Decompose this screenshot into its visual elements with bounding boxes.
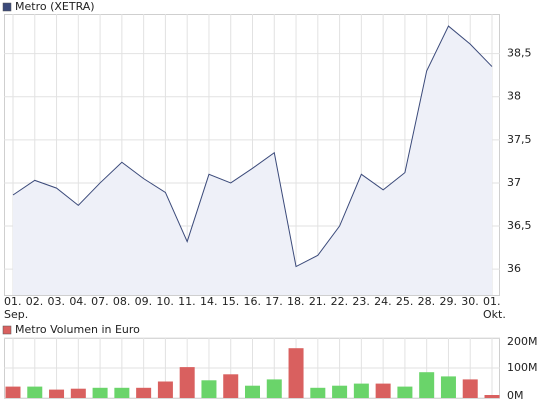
y-tick-label: 37	[507, 176, 521, 189]
legend-label: Metro Volumen in Euro	[15, 323, 140, 336]
x-tick-label: 24.	[374, 295, 392, 308]
volume-bar	[332, 385, 348, 398]
volume-bar	[179, 367, 195, 398]
x-tick-label: 16.	[244, 295, 262, 308]
volume-bar	[310, 387, 326, 398]
x-tick-label: 25.	[396, 295, 414, 308]
y-tick-label: 36	[507, 262, 521, 275]
volume-bar	[27, 386, 43, 398]
x-tick-label: 04.	[69, 295, 87, 308]
x-tick-label: 09.	[135, 295, 153, 308]
x-tick-label: 10.	[156, 295, 174, 308]
x-tick-label: 15.	[222, 295, 240, 308]
y-tick-label: 0M	[507, 389, 524, 402]
x-tick-sublabel: Okt.	[483, 308, 506, 321]
volume-bar	[440, 376, 456, 398]
x-tick-label: 17.	[265, 295, 283, 308]
y-tick-label: 36,5	[507, 219, 532, 232]
area-fill	[13, 26, 492, 296]
x-tick-label: 08.	[113, 295, 131, 308]
y-tick-label: 100M	[507, 361, 538, 374]
volume-bar	[245, 385, 260, 398]
volume-bar	[484, 395, 500, 398]
x-tick-label: 01.	[4, 295, 22, 308]
volume-bar	[201, 380, 217, 398]
x-tick-label: 14.	[200, 295, 218, 308]
x-tick-label: 03.	[48, 295, 66, 308]
x-tick-label: 11.	[178, 295, 196, 308]
volume-bar	[397, 386, 413, 398]
volume-bar	[157, 381, 173, 398]
x-tick-label: 07.	[91, 295, 109, 308]
x-tick-label: 22.	[331, 295, 349, 308]
volume-bar	[136, 387, 152, 398]
volume-bar	[462, 379, 478, 398]
volume-bar	[375, 383, 391, 398]
legend-label: Metro (XETRA)	[15, 0, 95, 13]
x-tick-sublabel: Sep.	[4, 308, 28, 321]
x-tick-label: 23.	[352, 295, 370, 308]
y-tick-label: 200M	[507, 335, 538, 348]
volume-bar	[5, 386, 21, 398]
volume-bar	[419, 372, 435, 398]
x-tick-label: 18.	[287, 295, 305, 308]
volume-bar	[92, 387, 108, 398]
x-tick-label: 02.	[26, 295, 44, 308]
y-tick-label: 38	[507, 90, 521, 103]
x-tick-label: 21.	[309, 295, 327, 308]
volume-bar	[49, 389, 65, 398]
x-tick-label: 28.	[418, 295, 436, 308]
y-tick-label: 38,5	[507, 47, 532, 60]
price-line	[12, 25, 493, 268]
volume-bar	[114, 387, 130, 398]
volume-bar	[223, 374, 239, 398]
x-tick-label: 01.	[483, 295, 501, 308]
volume-bar	[70, 388, 86, 398]
volume-bar	[266, 379, 282, 398]
legend-swatch	[2, 325, 12, 335]
x-tick-label: 30.	[461, 295, 479, 308]
legend-swatch	[2, 2, 12, 12]
y-tick-label: 37,5	[507, 133, 532, 146]
x-tick-label: 29.	[439, 295, 457, 308]
volume-bar	[353, 383, 369, 398]
volume-bar	[288, 348, 304, 398]
